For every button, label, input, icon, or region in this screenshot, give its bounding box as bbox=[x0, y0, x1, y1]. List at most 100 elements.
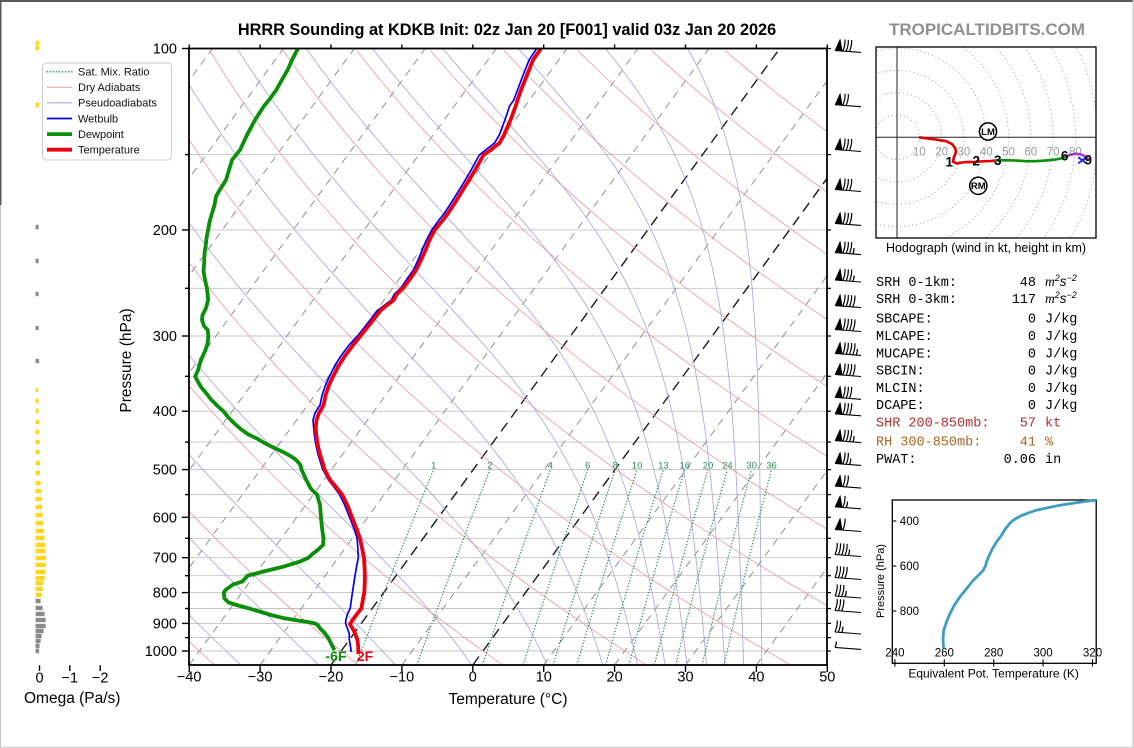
svg-text:30: 30 bbox=[958, 147, 971, 159]
svg-text:240: 240 bbox=[885, 648, 904, 660]
svg-text:−30: −30 bbox=[248, 670, 273, 686]
svg-text:700: 700 bbox=[153, 551, 177, 567]
svg-text:-6F: -6F bbox=[326, 648, 347, 664]
svg-text:Temperature (°C): Temperature (°C) bbox=[448, 691, 567, 708]
svg-text:400: 400 bbox=[153, 404, 177, 420]
svg-text:0: 0 bbox=[1028, 313, 1036, 328]
svg-text:Temperature: Temperature bbox=[78, 145, 140, 157]
svg-text:800: 800 bbox=[153, 586, 177, 602]
svg-text:J/kg: J/kg bbox=[1045, 347, 1077, 362]
svg-text:0: 0 bbox=[1028, 382, 1036, 397]
svg-text:41: 41 bbox=[1020, 436, 1036, 451]
svg-text:8: 8 bbox=[613, 461, 618, 472]
svg-text:MLCAPE:: MLCAPE: bbox=[876, 330, 933, 345]
svg-text:400: 400 bbox=[900, 516, 919, 528]
svg-text:10: 10 bbox=[536, 670, 552, 686]
svg-text:SHR 200-850mb:: SHR 200-850mb: bbox=[876, 417, 989, 432]
svg-text:70: 70 bbox=[1047, 147, 1060, 159]
svg-text:20: 20 bbox=[703, 461, 714, 472]
svg-text:Dewpoint: Dewpoint bbox=[78, 129, 124, 141]
svg-text:SRH 0-3km:: SRH 0-3km: bbox=[876, 293, 957, 308]
svg-text:0: 0 bbox=[1028, 399, 1036, 414]
svg-text:J/kg: J/kg bbox=[1045, 382, 1077, 397]
svg-text:16: 16 bbox=[679, 461, 690, 472]
svg-text:in: in bbox=[1045, 453, 1061, 468]
svg-text:13: 13 bbox=[658, 461, 669, 472]
svg-text:200: 200 bbox=[153, 223, 177, 239]
svg-text:300: 300 bbox=[1034, 648, 1053, 660]
svg-text:50: 50 bbox=[819, 670, 835, 686]
svg-text:20: 20 bbox=[607, 670, 623, 686]
svg-text:J/kg: J/kg bbox=[1045, 365, 1077, 380]
svg-text:Pressure (hPa): Pressure (hPa) bbox=[875, 544, 887, 618]
svg-text:2: 2 bbox=[487, 461, 492, 472]
svg-text:57: 57 bbox=[1020, 417, 1036, 432]
svg-text:Equivalent Pot. Temperature (K: Equivalent Pot. Temperature (K) bbox=[908, 667, 1079, 681]
svg-text:260: 260 bbox=[935, 648, 954, 660]
svg-text:50: 50 bbox=[1002, 147, 1015, 159]
svg-text:1000: 1000 bbox=[145, 644, 177, 660]
svg-text:117: 117 bbox=[1012, 293, 1036, 308]
svg-text:48: 48 bbox=[1020, 276, 1036, 291]
svg-text:600: 600 bbox=[900, 561, 919, 573]
svg-text:900: 900 bbox=[153, 616, 177, 632]
svg-text:−20: −20 bbox=[319, 670, 344, 686]
svg-text:80: 80 bbox=[1069, 147, 1082, 159]
svg-text:6: 6 bbox=[1061, 149, 1069, 164]
svg-text:30: 30 bbox=[677, 670, 693, 686]
svg-text:0.06: 0.06 bbox=[1004, 453, 1036, 468]
svg-text:Hodograph (wind in kt, height: Hodograph (wind in kt, height in km) bbox=[886, 241, 1086, 255]
svg-text:9: 9 bbox=[1084, 153, 1092, 168]
svg-text:2F: 2F bbox=[357, 648, 374, 664]
svg-text:PWAT:: PWAT: bbox=[876, 453, 917, 468]
svg-text:Dry Adiabats: Dry Adiabats bbox=[78, 82, 141, 94]
svg-text:300: 300 bbox=[153, 329, 177, 345]
svg-text:Sat. Mix. Ratio: Sat. Mix. Ratio bbox=[78, 67, 150, 79]
svg-text:24: 24 bbox=[722, 461, 733, 472]
svg-text:3: 3 bbox=[994, 153, 1002, 168]
svg-text:6: 6 bbox=[585, 461, 590, 472]
svg-text:−2: −2 bbox=[92, 671, 109, 687]
svg-text:2: 2 bbox=[973, 154, 981, 169]
svg-text:0: 0 bbox=[1028, 330, 1036, 345]
svg-text:−10: −10 bbox=[390, 670, 415, 686]
svg-text:−1: −1 bbox=[62, 671, 79, 687]
svg-text:TROPICALTIDBITS.COM: TROPICALTIDBITS.COM bbox=[889, 20, 1085, 39]
svg-text:40: 40 bbox=[980, 147, 993, 159]
svg-text:320: 320 bbox=[1083, 648, 1102, 660]
svg-text:−40: −40 bbox=[177, 670, 202, 686]
svg-text:0: 0 bbox=[469, 670, 477, 686]
svg-text:40: 40 bbox=[748, 670, 764, 686]
svg-text:MLCIN:: MLCIN: bbox=[876, 382, 925, 397]
svg-text:Omega (Pa/s): Omega (Pa/s) bbox=[24, 690, 120, 707]
svg-text:SBCIN:: SBCIN: bbox=[876, 365, 925, 380]
svg-text:30: 30 bbox=[746, 461, 757, 472]
svg-text:0: 0 bbox=[1028, 365, 1036, 380]
svg-text:800: 800 bbox=[900, 606, 919, 618]
svg-text:10: 10 bbox=[913, 147, 926, 159]
svg-text:DCAPE:: DCAPE: bbox=[876, 399, 925, 414]
svg-text:J/kg: J/kg bbox=[1045, 399, 1077, 414]
svg-text:500: 500 bbox=[153, 463, 177, 479]
svg-text:20: 20 bbox=[935, 147, 948, 159]
svg-text:0: 0 bbox=[35, 671, 43, 687]
svg-text:600: 600 bbox=[153, 510, 177, 526]
svg-text:kt: kt bbox=[1045, 417, 1061, 432]
svg-text:0: 0 bbox=[1028, 347, 1036, 362]
svg-text:RM: RM bbox=[971, 181, 986, 192]
svg-text:SBCAPE:: SBCAPE: bbox=[876, 313, 933, 328]
svg-text:HRRR Sounding at KDKB Init: 02: HRRR Sounding at KDKB Init: 02z Jan 20 [… bbox=[238, 21, 776, 39]
svg-text:4: 4 bbox=[548, 461, 553, 472]
svg-text:%: % bbox=[1045, 436, 1054, 451]
svg-text:Wetbulb: Wetbulb bbox=[78, 113, 118, 125]
svg-text:36: 36 bbox=[766, 461, 777, 472]
svg-text:SRH 0-1km:: SRH 0-1km: bbox=[876, 276, 957, 291]
svg-text:LM: LM bbox=[981, 127, 995, 138]
svg-text:Pseudoadiabats: Pseudoadiabats bbox=[78, 98, 157, 110]
svg-text:Pressure (hPa): Pressure (hPa) bbox=[118, 308, 135, 412]
svg-text:100: 100 bbox=[153, 42, 177, 58]
svg-text:1: 1 bbox=[945, 155, 953, 170]
svg-text:RH 300-850mb:: RH 300-850mb: bbox=[876, 436, 981, 451]
svg-text:MUCAPE:: MUCAPE: bbox=[876, 347, 933, 362]
svg-text:J/kg: J/kg bbox=[1045, 330, 1077, 345]
